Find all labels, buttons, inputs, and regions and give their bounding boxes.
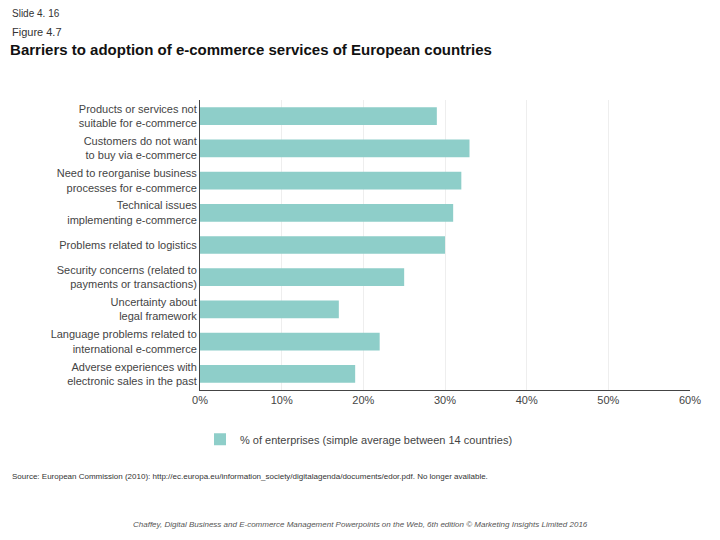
svg-text:% of enterprises (simple avera: % of enterprises (simple average between…: [240, 434, 512, 446]
svg-text:50%: 50%: [597, 394, 619, 406]
svg-text:Need to reorganise businesspro: Need to reorganise businessprocesses for…: [57, 167, 198, 193]
svg-text:40%: 40%: [516, 394, 538, 406]
svg-text:Adverse experiences withelectr: Adverse experiences withelectronic sales…: [67, 361, 197, 387]
svg-text:30%: 30%: [434, 394, 456, 406]
svg-text:Problems related to logistics: Problems related to logistics: [59, 239, 197, 251]
svg-text:Source: European Commission (2: Source: European Commission (2010): http…: [12, 472, 488, 481]
svg-text:Technical issuesimplementing e: Technical issuesimplementing e-commerce: [67, 199, 197, 225]
svg-text:Chaffey, Digital Business and: Chaffey, Digital Business and E-commerce…: [133, 520, 588, 529]
svg-text:10%: 10%: [271, 394, 293, 406]
svg-text:Language problems related toin: Language problems related tointernationa…: [51, 328, 197, 354]
svg-text:Figure 4.7: Figure 4.7: [12, 26, 62, 38]
svg-text:Products or services notsuitab: Products or services notsuitable for e-c…: [79, 103, 197, 129]
svg-text:Barriers to adoption of e‑comm: Barriers to adoption of e‑commerce servi…: [10, 41, 492, 58]
svg-text:0%: 0%: [192, 394, 208, 406]
svg-text:60%: 60%: [679, 394, 701, 406]
svg-text:Customers do not wantto buy vi: Customers do not wantto buy via e-commer…: [84, 135, 197, 161]
svg-text:20%: 20%: [352, 394, 374, 406]
svg-text:Security concerns (related top: Security concerns (related topayments or…: [57, 264, 197, 290]
svg-text:Slide 4. 16: Slide 4. 16: [12, 8, 60, 19]
svg-text:Uncertainty aboutlegal framewo: Uncertainty aboutlegal framework: [111, 296, 198, 322]
